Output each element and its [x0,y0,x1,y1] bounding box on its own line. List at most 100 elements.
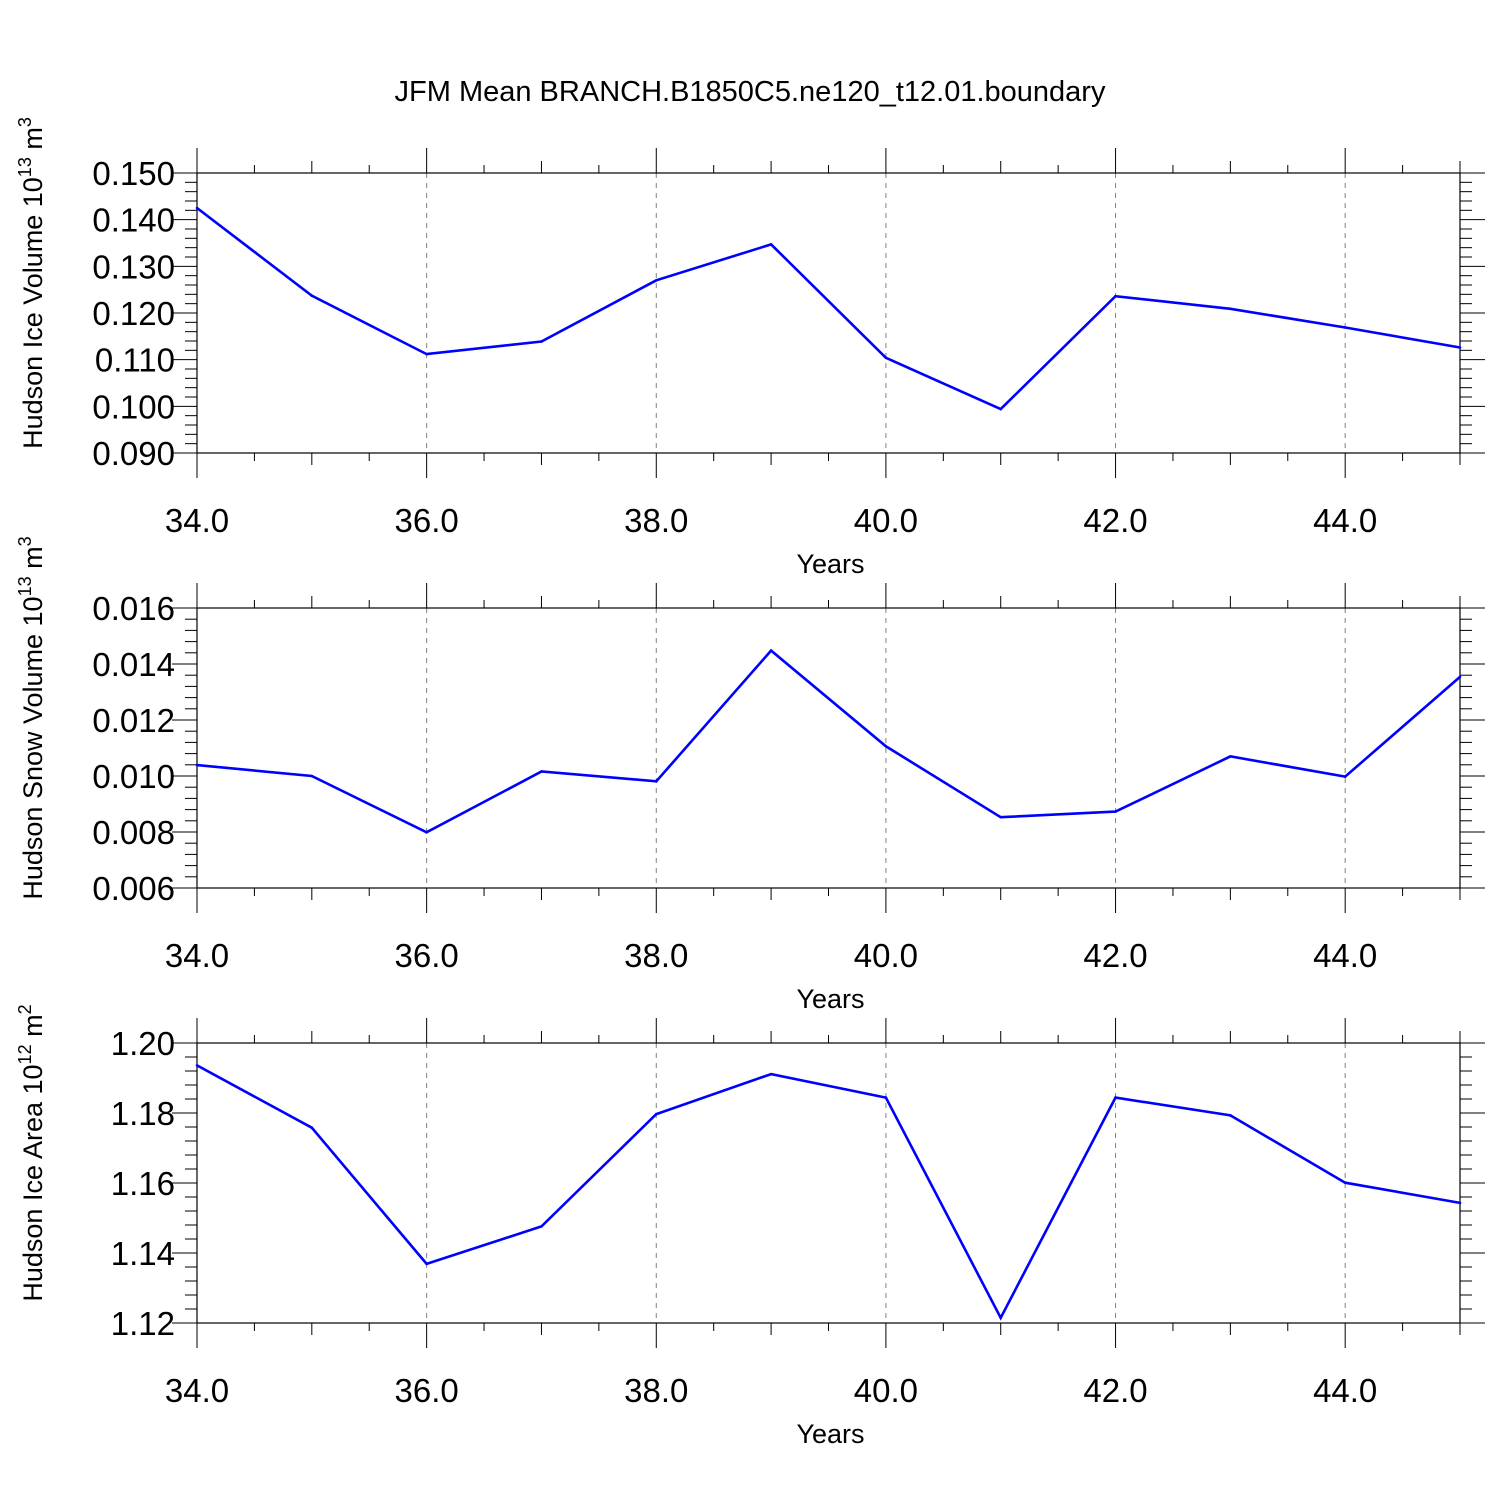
data-point [425,1262,428,1266]
chart-panel-1: 34.0 36.0 38.0 40.0 42.0 44.0 0.090 0.100 0.110 0… [15,117,1485,579]
series-line [196,206,1461,411]
series-line [196,1064,1461,1321]
x-tick-label: 38.0 [624,502,688,539]
x-tick-label: 44.0 [1313,937,1377,974]
x-tick-label: 38.0 [624,937,688,974]
data-point [999,1316,1003,1320]
y-axis-title: Hudson Snow Volume 1013 m3 [15,536,48,899]
x-tick-label: 44.0 [1313,1372,1377,1409]
data-point [1229,1114,1232,1117]
x-ticks [196,1018,1461,1348]
y-tick-label: 1.20 [111,1025,175,1062]
y-ticks [172,1042,1485,1324]
data-point [540,340,543,343]
series-line [196,648,1461,834]
data-point [1343,1181,1347,1184]
data-point [1229,755,1232,758]
plot-frame [196,172,1461,454]
y-axis-title-exponent: 13 [15,576,35,596]
y-axis-title: Hudson Ice Volume 1013 m3 [15,117,48,449]
y-axis-title-unit-exponent: 3 [15,117,35,127]
data-point [425,352,428,356]
y-axis-title-unit: m [18,1014,48,1044]
y-tick-label: 0.016 [92,590,175,627]
y-axis-title: Hudson Ice Area 1012 m2 [15,1004,48,1301]
y-tick-label: 1.18 [111,1095,175,1132]
data-point [769,243,773,246]
y-axis-title-unit-exponent: 3 [15,536,35,546]
data-point [310,294,314,298]
x-ticks [196,148,1461,478]
data-point [540,770,543,773]
data-point [769,649,773,652]
y-tick-label: 0.012 [92,702,175,739]
data-point [425,830,428,834]
y-tick-label: 0.140 [92,202,175,239]
data-point [195,1064,199,1067]
x-ticks [196,583,1461,913]
y-tick-label: 0.090 [92,435,175,472]
data-point [769,1072,773,1076]
y-tick-label: 0.110 [95,342,175,379]
x-tick-label: 34.0 [165,502,229,539]
y-tick-label: 0.100 [92,388,175,425]
data-point [1458,1201,1462,1205]
data-point [310,1126,314,1129]
y-axis-title-unit: m [18,127,48,157]
data-point [884,356,888,360]
x-tick-label: 44.0 [1313,502,1377,539]
data-point [884,1096,888,1099]
x-tick-label: 42.0 [1083,1372,1147,1409]
x-tick-label: 40.0 [854,502,918,539]
panels: 34.0 36.0 38.0 40.0 42.0 44.0 0.090 0.100 0.110 0… [15,117,1485,1449]
plot-frame [196,607,1461,889]
data-point [654,279,658,282]
y-tick-label: 0.014 [92,646,175,683]
x-tick-label: 36.0 [395,937,459,974]
x-tick-label: 42.0 [1083,937,1147,974]
data-point [195,206,199,210]
y-tick-label: 1.14 [111,1235,175,1272]
y-axis-title-exponent: 12 [15,1044,35,1064]
x-axis-title: Years [796,1419,864,1449]
y-ticks [172,172,1485,454]
x-tick-label: 40.0 [854,1372,918,1409]
data-point [310,774,314,778]
y-tick-label: 0.150 [92,155,175,192]
data-point [884,745,888,748]
y-axis-title-exponent: 13 [15,157,35,177]
x-tick-label: 42.0 [1083,502,1147,539]
x-tick-label: 34.0 [165,1372,229,1409]
chart-panel-3: 34.0 36.0 38.0 40.0 42.0 44.0 1.12 1.14 1.16 1.18… [15,1004,1485,1449]
data-point [1229,307,1232,311]
x-tick-label: 40.0 [854,937,918,974]
y-tick-label: 0.130 [92,248,175,285]
data-point [1114,1096,1117,1099]
y-axis-title-unit: m [18,546,48,576]
data-point [1114,810,1117,813]
data-point [1343,326,1347,329]
y-tick-label: 1.16 [111,1165,175,1202]
x-tick-label: 38.0 [624,1372,688,1409]
y-axis-title-unit-exponent: 2 [15,1004,35,1014]
data-point [1343,775,1347,778]
y-ticks [172,607,1485,889]
x-axis-title: Years [796,549,864,579]
data-point [999,407,1003,411]
y-axis-title-text: Hudson Snow Volume 10 [18,596,48,899]
y-tick-label: 0.010 [92,758,175,795]
x-tick-label: 34.0 [165,937,229,974]
y-tick-label: 0.006 [92,870,175,907]
y-tick-label: 0.008 [92,814,175,851]
y-axis-title-text: Hudson Ice Volume 10 [18,177,48,449]
data-point [540,1225,543,1228]
data-point [654,780,658,783]
y-axis-title-text: Hudson Ice Area 10 [18,1064,48,1301]
x-axis-title: Years [796,984,864,1014]
y-tick-label: 1.12 [111,1305,175,1342]
x-tick-label: 36.0 [395,1372,459,1409]
data-point [195,763,199,767]
data-point [1458,346,1462,349]
chart-panel-2: 34.0 36.0 38.0 40.0 42.0 44.0 0.006 0.008 0.010 0… [15,536,1485,1014]
